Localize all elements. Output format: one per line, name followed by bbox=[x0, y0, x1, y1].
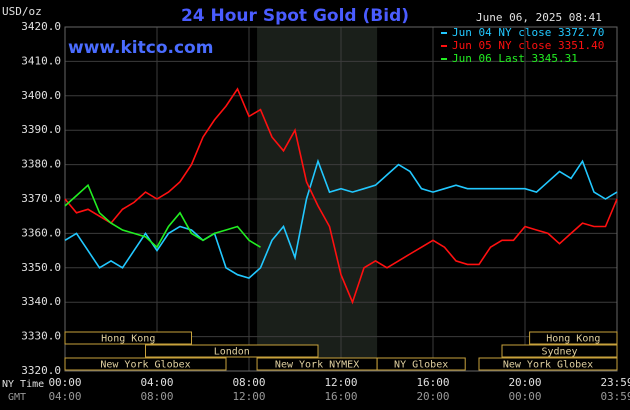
session-label: New York Globex bbox=[503, 360, 593, 371]
session-box bbox=[64, 357, 227, 371]
y-tick-label: 3400.0 bbox=[21, 89, 61, 102]
y-tick-label: 3360.0 bbox=[21, 226, 61, 239]
x2-tick-label: 03:59 bbox=[600, 390, 630, 403]
x-tick-label: 04:00 bbox=[140, 376, 173, 389]
y-tick-label: 3370.0 bbox=[21, 192, 61, 205]
session-label: New York NYMEX bbox=[275, 360, 359, 371]
x2-tick-label: 20:00 bbox=[416, 390, 449, 403]
session-label: Sydney bbox=[541, 347, 577, 358]
y-tick-label: 3380.0 bbox=[21, 158, 61, 171]
chart-title: 24 Hour Spot Gold (Bid) bbox=[181, 6, 409, 26]
x2-tick-label: 12:00 bbox=[232, 390, 265, 403]
session-label: New York Globex bbox=[100, 360, 190, 371]
session-label: London bbox=[214, 347, 250, 358]
session-box bbox=[501, 344, 618, 358]
y-tick-label: 3410.0 bbox=[21, 54, 61, 67]
session-box bbox=[64, 331, 192, 345]
price-line bbox=[64, 87, 618, 305]
session-label: Hong Kong bbox=[546, 334, 600, 345]
x-tick-label: 20:00 bbox=[508, 376, 541, 389]
x2-axis-label: GMT bbox=[8, 392, 26, 403]
y-tick-label: 3340.0 bbox=[21, 295, 61, 308]
legend-label: Jun 05 NY close 3351.40 bbox=[452, 39, 604, 52]
y-tick-label: 3320.0 bbox=[21, 364, 61, 377]
x2-tick-label: 00:00 bbox=[508, 390, 541, 403]
x2-tick-label: 08:00 bbox=[140, 390, 173, 403]
units-label: USD/oz bbox=[2, 5, 42, 18]
x-tick-label: 16:00 bbox=[416, 376, 449, 389]
x-tick-label: 12:00 bbox=[324, 376, 357, 389]
legend-label: Jun 06 Last 3345.31 bbox=[452, 52, 578, 65]
x2-tick-label: 04:00 bbox=[48, 390, 81, 403]
session-label: Hong Kong bbox=[101, 334, 155, 345]
watermark: www.kitco.com bbox=[68, 38, 213, 58]
price-line bbox=[64, 158, 618, 279]
legend-label: Jun 04 NY close 3372.70 bbox=[452, 26, 604, 39]
y-tick-label: 3330.0 bbox=[21, 330, 61, 343]
x-tick-label: 00:00 bbox=[48, 376, 81, 389]
x-tick-label: 23:59 bbox=[600, 376, 630, 389]
session-label: NY Globex bbox=[394, 360, 448, 371]
session-box bbox=[376, 357, 466, 371]
session-box bbox=[478, 357, 618, 371]
x-tick-label: 08:00 bbox=[232, 376, 265, 389]
y-tick-label: 3350.0 bbox=[21, 261, 61, 274]
x2-tick-label: 16:00 bbox=[324, 390, 357, 403]
session-box bbox=[529, 331, 618, 345]
y-tick-label: 3420.0 bbox=[21, 20, 61, 33]
session-box bbox=[145, 344, 319, 358]
price-line bbox=[64, 183, 261, 249]
y-tick-label: 3390.0 bbox=[21, 123, 61, 136]
timestamp: June 06, 2025 08:41 bbox=[476, 11, 602, 24]
x-axis-label: NY Time bbox=[2, 379, 44, 390]
